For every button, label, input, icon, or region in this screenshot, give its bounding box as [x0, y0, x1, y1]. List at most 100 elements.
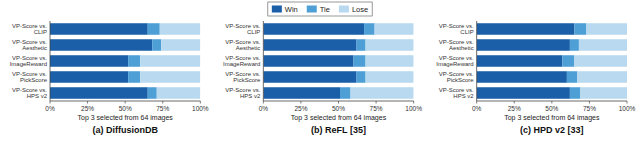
- x-tick: [551, 101, 552, 104]
- category-label: VP-Score vs.CLIP: [225, 23, 260, 36]
- subplot-title: (a) DiffusionDB: [92, 125, 158, 135]
- x-tick: [376, 101, 377, 104]
- x-tick: [300, 101, 301, 104]
- x-tick-label: 50%: [545, 105, 558, 112]
- bar-segment: [152, 39, 161, 51]
- bar-segment: [357, 71, 366, 83]
- x-tick-label: 100%: [405, 105, 422, 112]
- legend-swatch: [307, 6, 317, 13]
- y-axis-line: [476, 21, 477, 101]
- bars: [50, 23, 200, 99]
- bar-segment: [477, 39, 570, 51]
- bar-segment: [567, 71, 578, 83]
- bar-segment: [375, 23, 414, 35]
- bar-segment: [477, 87, 570, 99]
- bar-segment: [50, 71, 128, 83]
- x-tick-label: 50%: [119, 105, 132, 112]
- bar-segment: [364, 23, 375, 35]
- panel: VP-Score vs.CLIPVP-Score vs.AestheticVP-…: [436, 21, 635, 135]
- x-tick: [50, 101, 51, 104]
- x-tick: [514, 101, 515, 104]
- bar-segment: [570, 87, 581, 99]
- x-tick-label: 25%: [294, 105, 307, 112]
- category-label: VP-Score vs.Aesthetic: [225, 39, 260, 52]
- bar-segment: [477, 71, 567, 83]
- x-tick: [162, 101, 163, 104]
- legend-label: Lose: [352, 5, 368, 14]
- bar-segment: [366, 55, 414, 67]
- category-label: VP-Score vs.Aesthetic: [439, 39, 474, 52]
- x-tick-label: 75%: [156, 105, 169, 112]
- bar-segment: [263, 87, 340, 99]
- bar-segment: [148, 87, 157, 99]
- x-tick: [627, 101, 628, 104]
- category-label: VP-Score vs.CLIP: [12, 23, 47, 36]
- bar-segment: [263, 39, 356, 51]
- bar-segment: [580, 87, 627, 99]
- bar-segment: [161, 39, 200, 51]
- bar-segment: [562, 55, 574, 67]
- bar-segment: [579, 39, 627, 51]
- bar-segment: [263, 55, 353, 67]
- category-label: VP-Score vs.ImageReward: [10, 55, 48, 68]
- bar-segment: [160, 23, 201, 35]
- bar-segment: [263, 71, 356, 83]
- legend-swatch: [272, 6, 282, 13]
- x-tick: [87, 101, 88, 104]
- subplot-title: (b) ReFL [35]: [311, 125, 366, 135]
- x-tick-label: 50%: [332, 105, 345, 112]
- x-tick: [125, 101, 126, 104]
- subplot-title: (c) HPD v2 [33]: [520, 125, 584, 135]
- x-tick-label: 0%: [259, 105, 269, 112]
- x-tick-label: 25%: [508, 105, 521, 112]
- category-label: VP-Score vs.PickScore: [12, 71, 48, 84]
- bar-segment: [340, 87, 351, 99]
- bars: [477, 23, 627, 99]
- bar-segment: [366, 39, 414, 51]
- bar-segment: [263, 23, 364, 35]
- bar-segment: [477, 23, 575, 35]
- x-tick-label: 75%: [583, 105, 596, 112]
- legend-label: Tie: [320, 5, 330, 14]
- category-label: VP-Score vs.PickScore: [439, 71, 475, 84]
- bar-segment: [128, 55, 140, 67]
- x-tick-label: 0%: [45, 105, 55, 112]
- bar-segment: [50, 87, 148, 99]
- x-tick: [263, 101, 264, 104]
- x-tick-label: 75%: [370, 105, 383, 112]
- bar-segment: [128, 71, 140, 83]
- x-axis-label: Top 3 selected from 64 images: [504, 114, 600, 122]
- bar-segment: [477, 55, 563, 67]
- y-axis-line: [263, 21, 264, 101]
- category-label: VP-Score vs.ImageReward: [223, 55, 261, 68]
- y-axis-line: [50, 21, 51, 101]
- category-label: VP-Score vs.HPS v2: [12, 87, 48, 100]
- bar-segment: [574, 23, 586, 35]
- x-tick: [413, 101, 414, 104]
- x-axis-label: Top 3 selected from 64 images: [291, 114, 387, 122]
- x-tick-label: 100%: [619, 105, 636, 112]
- bar-segment: [50, 23, 148, 35]
- bar-segment: [50, 39, 152, 51]
- legend-box: [268, 2, 372, 16]
- legend: WinTieLose: [268, 2, 372, 16]
- bar-segment: [354, 55, 366, 67]
- panel: VP-Score vs.CLIPVP-Score vs.AestheticVP-…: [10, 21, 209, 135]
- x-tick: [476, 101, 477, 104]
- bar-segment: [148, 23, 160, 35]
- x-tick: [338, 101, 339, 104]
- category-label: VP-Score vs.ImageReward: [436, 55, 474, 68]
- category-label: VP-Score vs.PickScore: [225, 71, 261, 84]
- bar-segment: [570, 39, 579, 51]
- bars: [263, 23, 413, 99]
- x-tick: [200, 101, 201, 104]
- panel: VP-Score vs.CLIP VP-Score vs.Aesthetic VP-…: [223, 21, 422, 135]
- x-tick: [589, 101, 590, 104]
- x-tick-label: 25%: [81, 105, 94, 112]
- bar-segment: [574, 55, 627, 67]
- figure: VP-Score vs.CLIP VP-Score vs.Aesthetic VP-…: [0, 0, 640, 156]
- bar-segment: [140, 71, 200, 83]
- bar-segment: [366, 71, 414, 83]
- legend-swatch: [339, 6, 349, 13]
- bar-segment: [140, 55, 200, 67]
